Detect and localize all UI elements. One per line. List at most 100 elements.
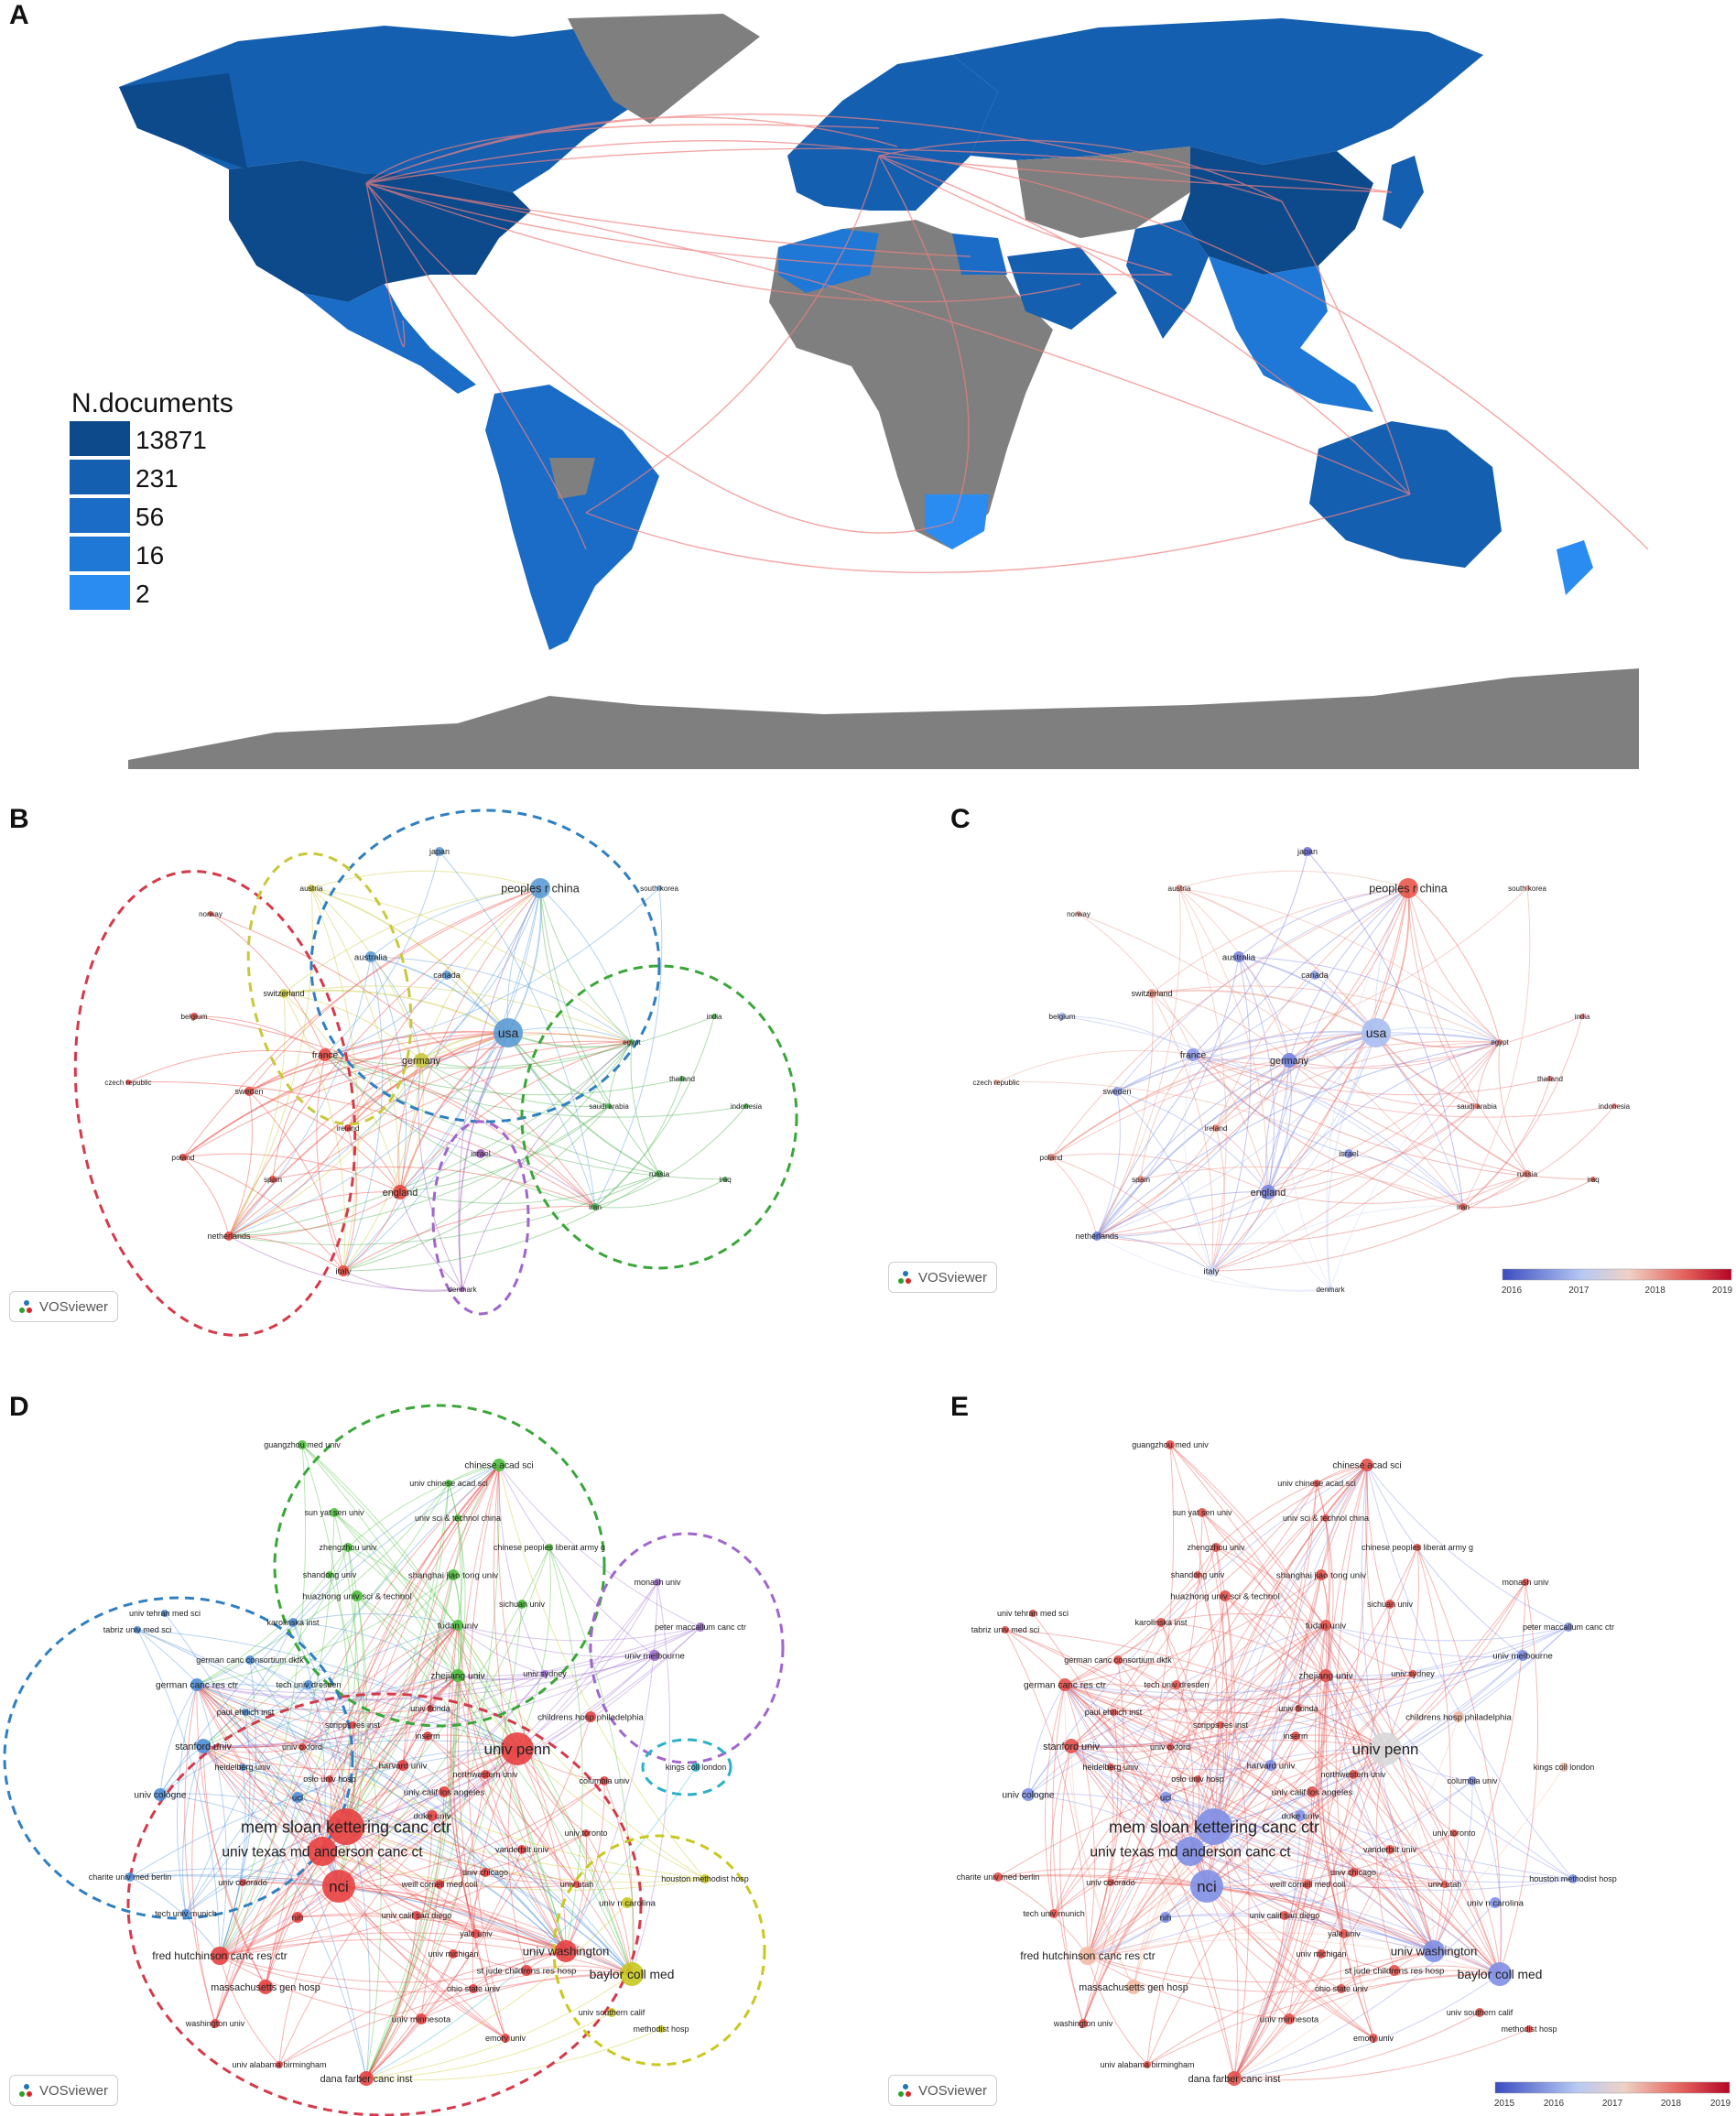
node-label: paul ehrlich inst bbox=[1085, 1708, 1143, 1717]
node-yale-univ bbox=[1340, 1929, 1349, 1938]
node-tabriz-univ-med-sci bbox=[134, 1626, 141, 1633]
node-label: norway bbox=[1067, 910, 1090, 918]
node-label: sichuan univ bbox=[1367, 1600, 1414, 1609]
node-label: columbia univ bbox=[579, 1776, 630, 1785]
legend-label: 13871 bbox=[136, 426, 207, 454]
node-label: methodist hosp bbox=[633, 2024, 689, 2034]
node-huazhong-univ bbox=[1220, 1590, 1231, 1601]
node-label: washington univ bbox=[1053, 2019, 1113, 2028]
node-label: univ colorado bbox=[218, 1878, 267, 1887]
node-japan bbox=[1303, 847, 1312, 856]
node-chinese-peoples-liberat-army-g bbox=[1414, 1544, 1421, 1551]
node-netherlands bbox=[1092, 1232, 1101, 1241]
node-label: univ oxford bbox=[282, 1742, 322, 1752]
node-label: india bbox=[1575, 1013, 1590, 1021]
node-scripps-res-inst bbox=[349, 1721, 356, 1729]
node-label: univ michigan bbox=[428, 1949, 478, 1959]
node-label: norway bbox=[199, 910, 222, 918]
node-label: childrens hosp philadelphia bbox=[1405, 1712, 1512, 1722]
node-univ-tehran-med-sci bbox=[1029, 1610, 1036, 1617]
node-label: univ sydney bbox=[523, 1669, 567, 1678]
node-belgium bbox=[1058, 1013, 1066, 1020]
node-label: univ calif san diego bbox=[1250, 1911, 1320, 1920]
node-univ-michigan bbox=[1317, 1949, 1326, 1959]
node-ohio-state-univ bbox=[469, 1984, 478, 1993]
node-label: univ penn bbox=[1352, 1741, 1419, 1758]
node-label: houston methodist hosp bbox=[1529, 1874, 1617, 1883]
node-label: shanghai jiao tong univ bbox=[1276, 1570, 1366, 1580]
node-label: italy bbox=[335, 1266, 351, 1276]
node-spain bbox=[1137, 1176, 1145, 1183]
node-yale-univ bbox=[472, 1929, 481, 1938]
node-label: netherlands bbox=[1075, 1232, 1119, 1241]
node-spain bbox=[269, 1176, 277, 1183]
node-univ-colorado bbox=[239, 1879, 246, 1886]
node-label: weill cornell med coll bbox=[401, 1880, 478, 1889]
land-usa bbox=[229, 160, 531, 302]
panel-b-letter: B bbox=[9, 804, 29, 834]
node-ucl bbox=[292, 1792, 303, 1803]
node-paul-ehrlich-inst bbox=[1110, 1709, 1117, 1716]
land-africa bbox=[769, 220, 1053, 549]
node-univ-michigan bbox=[449, 1949, 458, 1959]
cluster-outline-blue bbox=[3, 1596, 354, 1920]
node-houston-methodist-hosp bbox=[700, 1874, 710, 1883]
node-label: harvard univ bbox=[1247, 1761, 1296, 1771]
node-washington-univ bbox=[1079, 2019, 1088, 2028]
land-se-asia bbox=[1209, 256, 1373, 412]
node-label: thailand bbox=[669, 1075, 695, 1083]
node-univ-melbourne bbox=[1517, 1650, 1528, 1661]
node-label: dana farber canc inst bbox=[1188, 2074, 1281, 2085]
node-label: huazhong univ sci & technol bbox=[302, 1591, 411, 1601]
node-fudan-univ bbox=[1320, 1620, 1331, 1631]
node-guangzhou-med-univ bbox=[1166, 1440, 1175, 1449]
node-label: kings coll london bbox=[1534, 1763, 1595, 1772]
node-germany bbox=[414, 1053, 429, 1068]
node-iraq bbox=[1590, 1177, 1596, 1182]
node-label: inserm bbox=[1283, 1731, 1307, 1741]
node-label: ucl bbox=[1160, 1793, 1171, 1803]
colorbar-tick: 2015 bbox=[1494, 2099, 1515, 2109]
node-italy bbox=[338, 1265, 349, 1276]
node-ucl bbox=[1160, 1792, 1171, 1803]
node-switzerland bbox=[1147, 989, 1156, 998]
node-label: univ washington bbox=[523, 1945, 610, 1959]
colorbar-tick: 2018 bbox=[1645, 1286, 1666, 1296]
node-label: inserm bbox=[415, 1731, 439, 1741]
node-label: northwestern univ bbox=[452, 1770, 518, 1779]
vosviewer-label: VOSviewer bbox=[39, 1298, 109, 1315]
node-label: guangzhou med univ bbox=[264, 1440, 341, 1449]
node-inserm bbox=[1291, 1731, 1300, 1741]
node-label: massachusetts gen hosp bbox=[1079, 1982, 1188, 1993]
node-weill-cornell-med-coll bbox=[435, 1880, 444, 1889]
node-label: spain bbox=[1132, 1175, 1150, 1184]
node-thailand bbox=[679, 1076, 685, 1081]
node-label: yale univ bbox=[460, 1929, 493, 1938]
node-label: univ chicago bbox=[1330, 1868, 1376, 1877]
node-austria bbox=[1176, 884, 1183, 892]
node-label: houston methodist hosp bbox=[661, 1874, 749, 1883]
node-saudi-arabia bbox=[1474, 1103, 1480, 1109]
vosviewer-logo-icon bbox=[896, 1269, 913, 1286]
node-label: mem sloan kettering canc ctr bbox=[241, 1818, 451, 1836]
node-usa bbox=[494, 1018, 523, 1047]
node-label: switzerland bbox=[1131, 989, 1172, 998]
land-south-africa bbox=[925, 494, 989, 549]
node-label: univ cologne bbox=[1002, 1791, 1055, 1801]
node-label: stanford univ bbox=[1043, 1742, 1100, 1752]
legend-swatch bbox=[70, 460, 130, 494]
node-label: india bbox=[707, 1013, 722, 1021]
node-label: methodist hosp bbox=[1501, 2024, 1557, 2034]
node-egypt bbox=[629, 1039, 635, 1045]
node-label: egypt bbox=[623, 1038, 641, 1047]
node-label: switzerland bbox=[263, 989, 304, 998]
node-dana-farber bbox=[1227, 2071, 1242, 2086]
cluster-outline-blue bbox=[309, 808, 661, 1123]
node-zhejiang-univ bbox=[1319, 1669, 1332, 1682]
node-fred-hutchinson bbox=[211, 1947, 229, 1965]
node-label: univ utah bbox=[1428, 1880, 1462, 1889]
panel-e-letter: E bbox=[950, 1392, 970, 1422]
node-fred-hutchinson bbox=[1079, 1947, 1097, 1965]
node-st-jude bbox=[521, 1965, 532, 1976]
land-new-zealand bbox=[1557, 540, 1593, 595]
